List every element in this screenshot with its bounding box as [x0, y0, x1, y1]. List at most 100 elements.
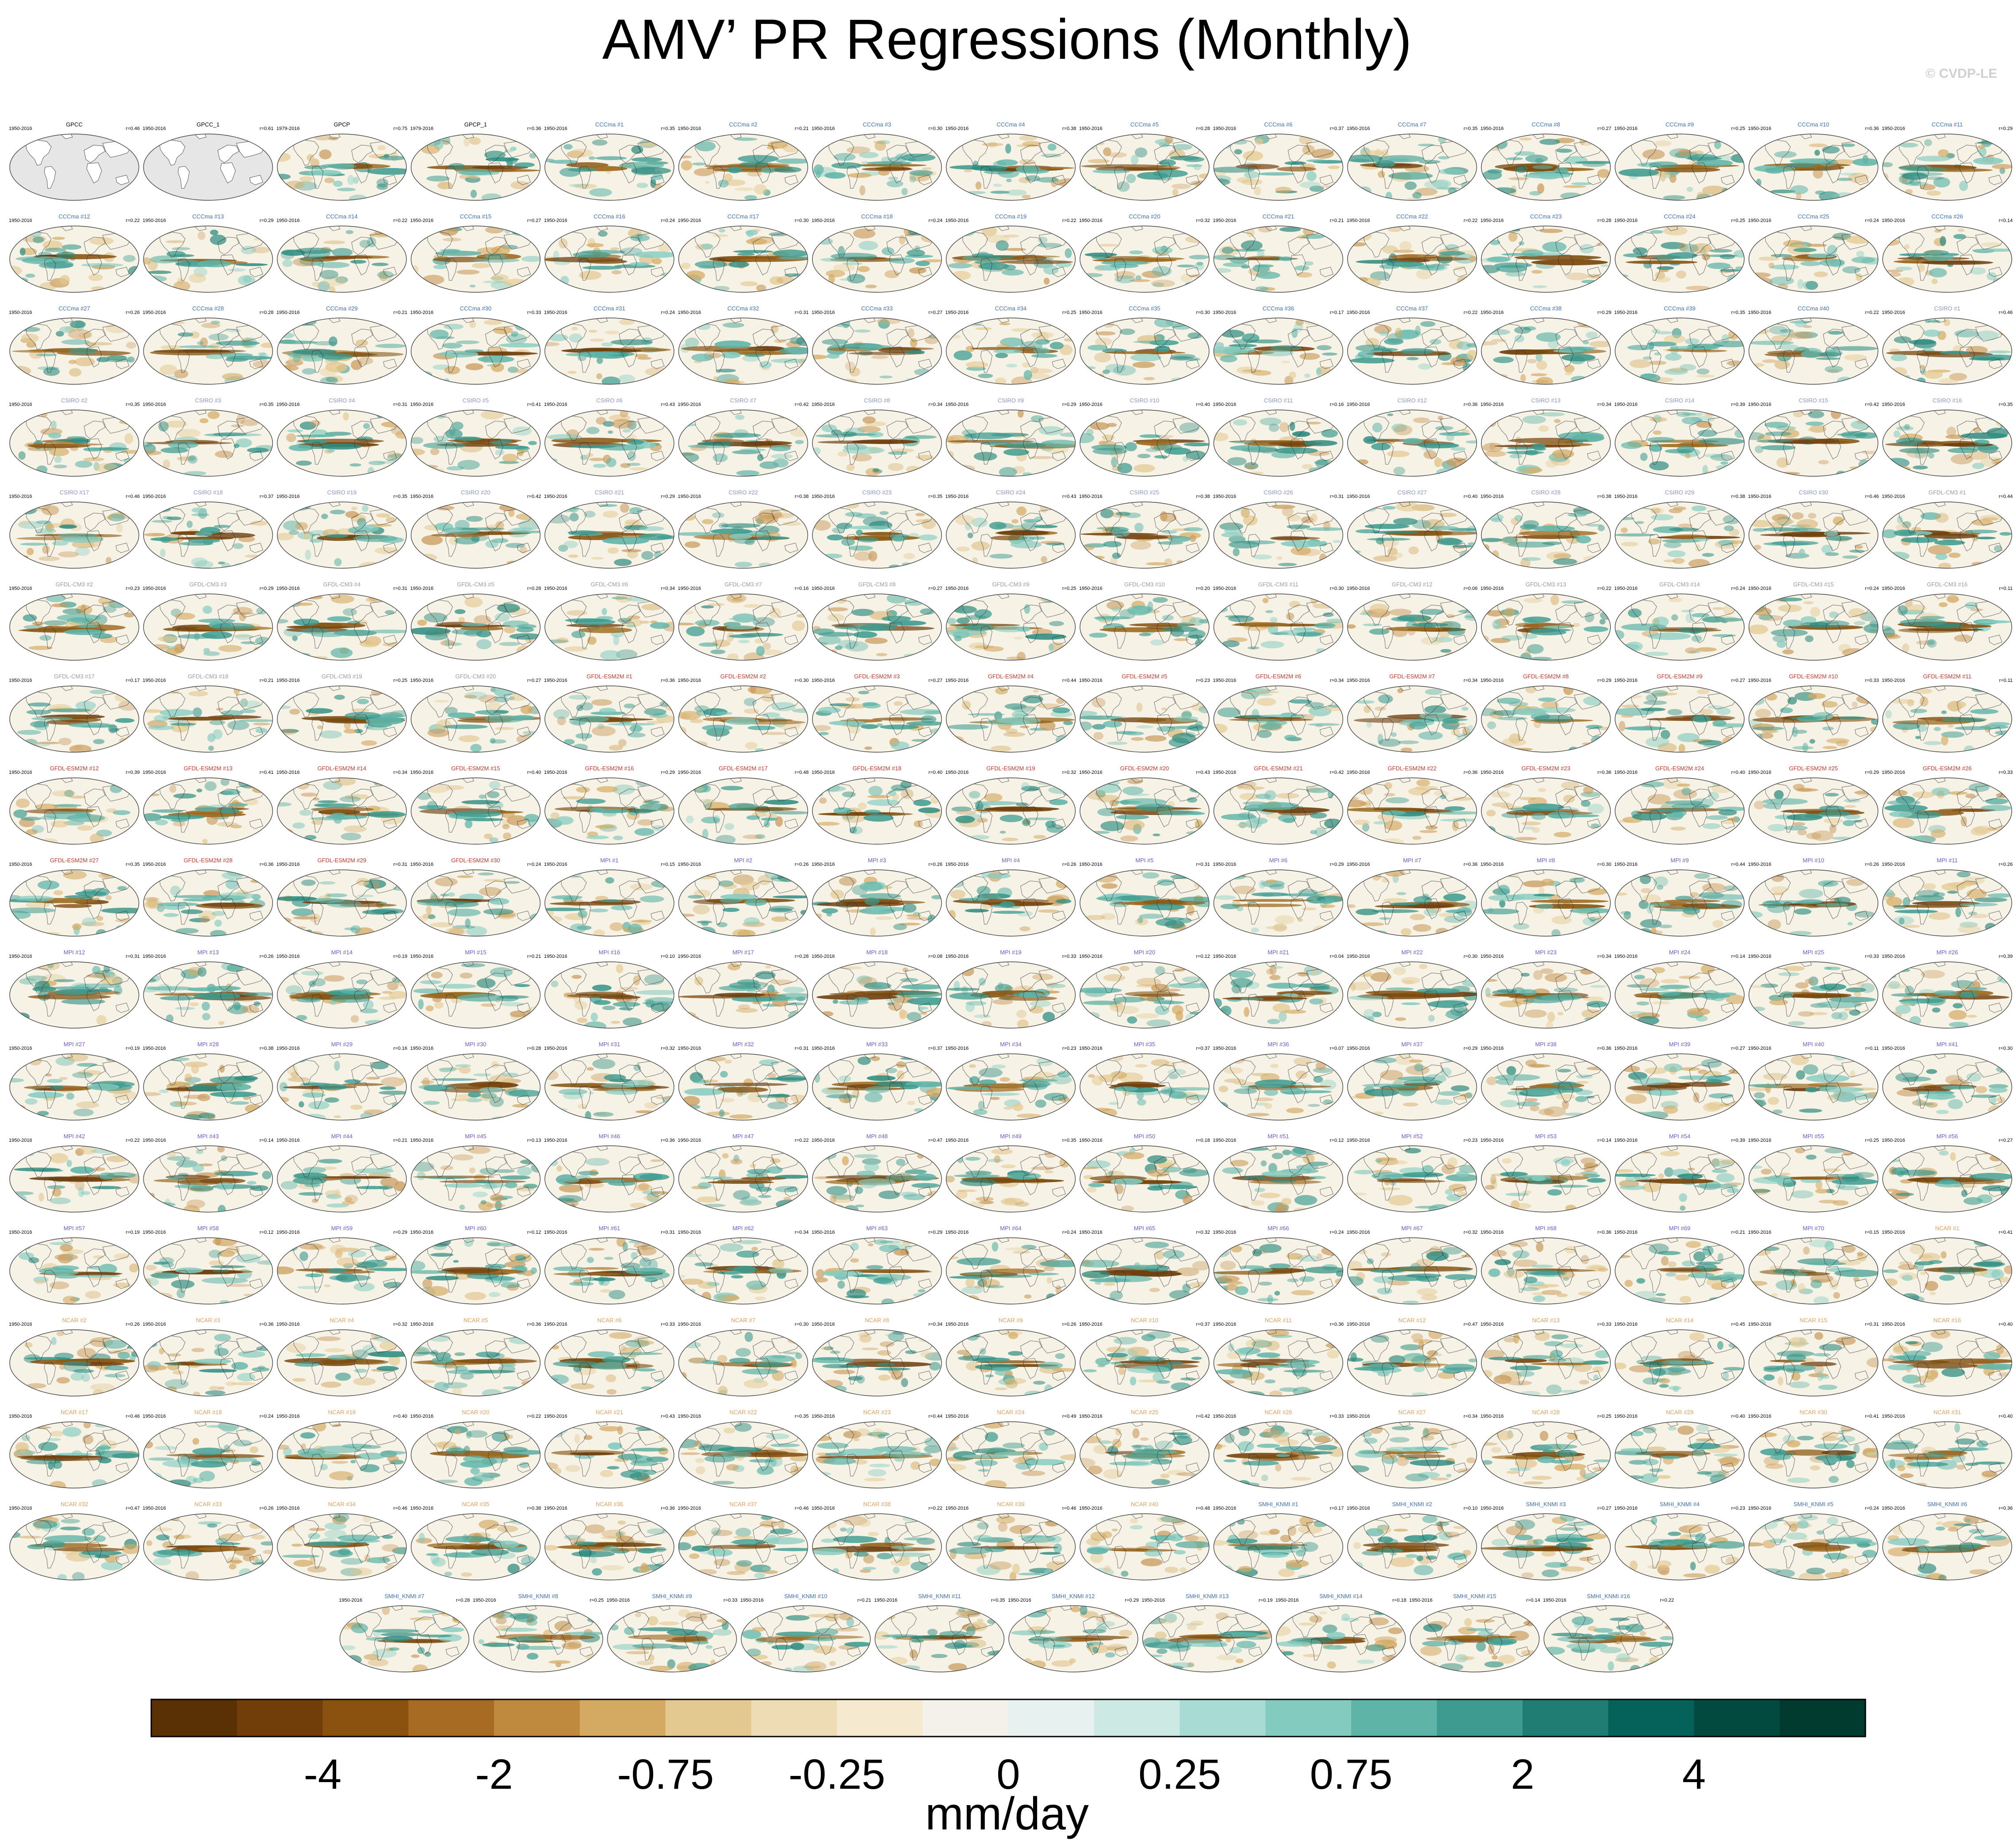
panel-map-border	[544, 869, 674, 937]
panel-label: MPI #34	[1000, 1041, 1021, 1048]
panel-label: CCCma #34	[995, 305, 1027, 312]
panel-period: 1950-2016	[276, 586, 300, 591]
panel-field	[812, 778, 942, 844]
panel: 1950-2016 CSIRO #29 r=0.38	[1614, 489, 1745, 569]
panel: 1950-2016 GFDL-CM3 #17 r=0.17	[9, 673, 140, 753]
panel-label: CSIRO #30	[1799, 489, 1828, 496]
panel-map-border	[277, 134, 407, 201]
panel: 1950-2016 CCCma #15 r=0.27	[410, 213, 541, 293]
panel-label: NCAR #12	[1398, 1317, 1426, 1324]
panel-period: 1950-2016	[678, 126, 701, 131]
panel: 1950-2016 NCAR #31 r=0.40	[1882, 1409, 2013, 1488]
panel-pattern-corr: r=0.17	[126, 678, 140, 683]
panel-map-border	[9, 1421, 139, 1488]
panel-pattern-corr: r=0.25	[394, 678, 408, 683]
panel-label: SMHI_KNMI #12	[1052, 1593, 1095, 1599]
panel: 1950-2016 SMHI_KNMI #1 r=0.17	[1213, 1501, 1344, 1580]
panel-pattern-corr: r=0.22	[1865, 310, 1879, 315]
panel-label: CCCma #40	[1798, 305, 1830, 312]
panel-label: SMHI_KNMI #8	[518, 1593, 558, 1599]
panel-pattern-corr: r=0.32	[661, 1046, 675, 1051]
panel: 1950-2016 GFDL-CM3 #6 r=0.34	[544, 581, 675, 661]
panel-map-border	[1347, 1053, 1477, 1121]
panel-pattern-corr: r=0.29	[1464, 1046, 1478, 1051]
panel-map-border	[678, 134, 808, 201]
panel: 1950-2016 CSIRO #17 r=0.46	[9, 489, 140, 569]
panel-period: 1950-2016	[143, 1046, 166, 1051]
panel: 1950-2016 CSIRO #10 r=0.40	[1079, 397, 1210, 477]
panel-period: 1950-2016	[276, 954, 300, 959]
panel-map-border	[1213, 869, 1344, 937]
panel-period: 1950-2016	[1347, 1506, 1370, 1511]
panel: 1950-2016 CCCma #17 r=0.30	[678, 213, 809, 293]
panel: 1950-2016 CSIRO #5 r=0.41	[410, 397, 541, 477]
panel-pattern-corr: r=0.24	[1865, 586, 1879, 591]
panel-period: 1950-2016	[9, 678, 32, 683]
panel-pattern-corr: r=0.32	[1062, 770, 1076, 775]
panel-label: GFDL-ESM2M #9	[1657, 673, 1702, 680]
panel: 1950-2016 SMHI_KNMI #3 r=0.27	[1481, 1501, 1612, 1580]
panel-map-border	[1080, 1329, 1210, 1397]
panel-map-background	[1080, 594, 1209, 660]
panel-map-border	[1347, 1329, 1477, 1397]
panel: 1950-2016 SMHI_KNMI #9 r=0.33	[607, 1593, 738, 1672]
panel-period: 1950-2016	[9, 1322, 32, 1327]
panel-period: 1950-2016	[1543, 1598, 1566, 1603]
panel-label: SMHI_KNMI #16	[1587, 1593, 1630, 1599]
panel-period: 1950-2016	[276, 1322, 300, 1327]
panel-period: 1950-2016	[143, 1506, 166, 1511]
panel-map-border	[1080, 1145, 1210, 1213]
panel: 1950-2016 CSIRO #6 r=0.43	[544, 397, 675, 477]
panel-pattern-corr: r=0.31	[394, 586, 408, 591]
panel: 1950-2016 GPCC r=0.46	[9, 121, 140, 201]
panel-map-border	[1882, 1237, 2012, 1305]
panel-period: 1950-2016	[740, 1598, 764, 1603]
panel: 1950-2016 CSIRO #27 r=0.40	[1347, 489, 1478, 569]
panel-pattern-corr: r=0.14	[1999, 218, 2013, 223]
colorbar-swatch	[1608, 1699, 1694, 1737]
panel-label: MPI #23	[1535, 949, 1556, 956]
panel-period: 1950-2016	[1213, 494, 1237, 499]
panel-period: 1950-2016	[678, 1322, 701, 1327]
panel-map-border	[678, 226, 808, 293]
panel: 1950-2016 NCAR #21 r=0.43	[544, 1409, 675, 1488]
panel-field	[1080, 1238, 1209, 1304]
panel-period: 1950-2016	[544, 770, 567, 775]
colorbar-swatch	[494, 1699, 580, 1737]
panel-field	[545, 410, 667, 471]
panel-map-border	[1347, 318, 1477, 385]
panel: 1950-2016 MPI #47 r=0.22	[678, 1133, 809, 1213]
panel-period: 1950-2016	[812, 1414, 835, 1419]
panel-label: NCAR #16	[1934, 1317, 1961, 1324]
panel: 1950-2016 MPI #3 r=0.26	[812, 857, 942, 937]
panel-label: CSIRO #11	[1264, 397, 1293, 404]
panel-label: MPI #29	[331, 1041, 352, 1048]
panel-period: 1950-2016	[9, 1230, 32, 1235]
colorbar-swatch	[1008, 1699, 1095, 1737]
panel-period: 1950-2016	[1614, 1046, 1638, 1051]
panel-pattern-corr: r=0.16	[394, 1046, 408, 1051]
panel-map-border	[678, 501, 808, 569]
panel-pattern-corr: r=0.34	[929, 1322, 943, 1327]
panel: 1950-2016 GFDL-ESM2M #7 r=0.34	[1347, 673, 1478, 753]
panel-period: 1950-2016	[946, 310, 969, 315]
panel: 1950-2016 NCAR #25 r=0.42	[1079, 1409, 1210, 1488]
panel-field	[1481, 226, 1609, 291]
panel-label: MPI #13	[197, 949, 218, 956]
panel-label: GFDL-CM3 #12	[1392, 581, 1432, 588]
panel-label: CSIRO #18	[193, 489, 222, 496]
panel-map-border	[1748, 777, 1879, 845]
panel-field	[411, 1514, 536, 1580]
panel-period: 1950-2016	[276, 402, 300, 407]
panel-map-border	[143, 1329, 273, 1397]
panel-period: 1950-2016	[544, 678, 567, 683]
panel-label: GFDL-ESM2M #25	[1789, 765, 1838, 772]
panel-map-border	[143, 501, 273, 569]
panel: 1950-2016 SMHI_KNMI #4 r=0.23	[1614, 1501, 1745, 1580]
panel-map-border	[946, 1237, 1076, 1305]
panel-map-border	[741, 1605, 871, 1672]
panel-period: 1950-2016	[812, 310, 835, 315]
panel-field	[1080, 1054, 1209, 1117]
panel: 1950-2016 SMHI_KNMI #11 r=0.35	[874, 1593, 1005, 1672]
panel-map-border	[946, 318, 1076, 385]
